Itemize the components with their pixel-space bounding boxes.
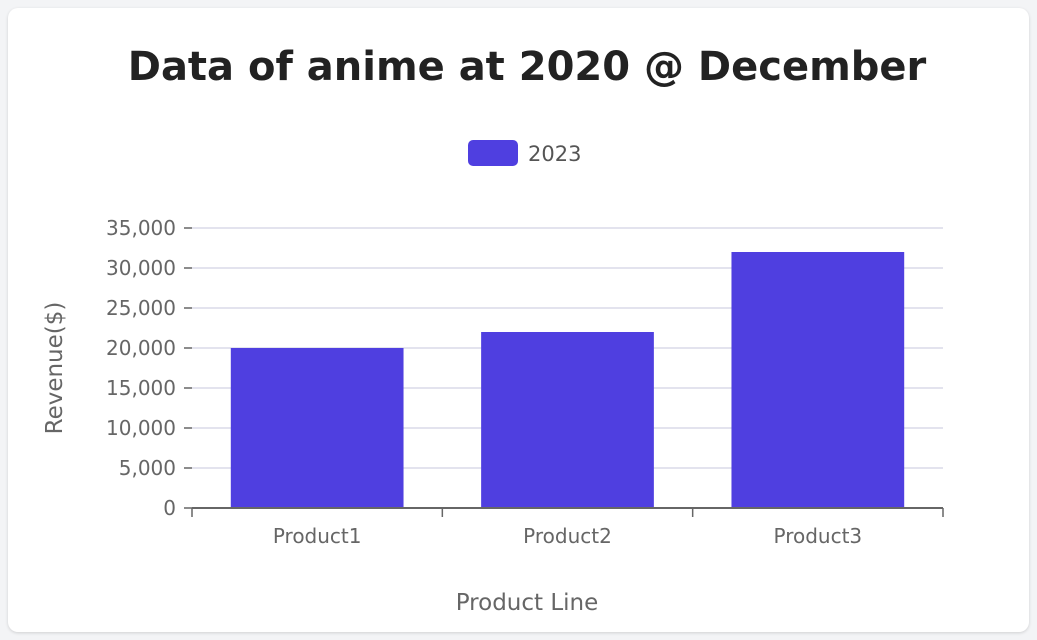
bar-product3[interactable] — [731, 252, 905, 508]
y-tick-label: 20,000 — [106, 336, 176, 360]
y-tick-label: 25,000 — [106, 296, 176, 320]
y-tick-label: 15,000 — [106, 376, 176, 400]
bar-product1[interactable] — [230, 348, 404, 508]
x-tick-label: Product1 — [273, 524, 362, 548]
y-tick-label: 10,000 — [106, 416, 176, 440]
y-tick-label: 0 — [163, 496, 176, 520]
y-tick-label: 5,000 — [119, 456, 176, 480]
legend-label: 2023 — [528, 142, 581, 166]
y-tick-label: 30,000 — [106, 256, 176, 280]
legend[interactable]: 2023 — [468, 140, 581, 166]
x-tick-label: Product2 — [523, 524, 612, 548]
bar-product2[interactable] — [481, 332, 654, 508]
x-axis-label: Product Line — [456, 590, 599, 616]
legend-swatch — [468, 140, 518, 166]
chart-title: Data of anime at 2020 @ December — [128, 44, 927, 90]
y-axis-label: Revenue($) — [42, 302, 68, 435]
y-tick-label: 35,000 — [106, 216, 176, 240]
x-tick-label: Product3 — [773, 524, 862, 548]
